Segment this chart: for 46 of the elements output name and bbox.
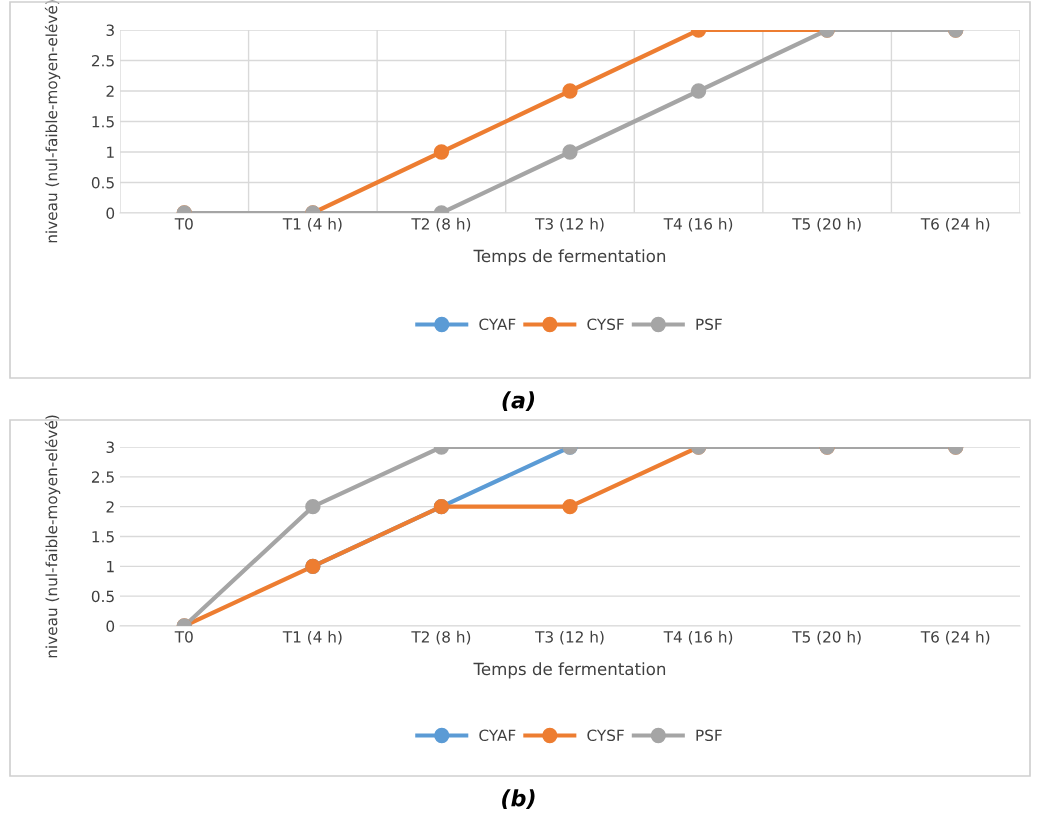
y-tick-label: 1 [107,561,114,573]
point [433,144,450,160]
y-tick-label: 3 [106,24,114,37]
x-axis-title: Temps de fermentation [473,662,666,679]
x-tick-label: T4 (16 h) [663,217,733,232]
y-tick-label: 0.5 [91,176,114,189]
legend-label: CYSF [587,318,624,331]
y-tick-label: 2 [106,85,114,97]
point [562,499,578,515]
legend-label: PSF [696,729,722,742]
x-tick-label: T4 (16 h) [663,630,733,645]
y-tick-label: 0 [106,207,115,220]
x-tick-label: T0 [174,631,193,643]
x-tick-label: T6 (24 h) [920,630,990,645]
x-tick-label: T2 (8 h) [411,217,471,232]
legend-label: CYAF [479,318,516,331]
y-tick-label: 3 [106,441,114,454]
x-tick-label: T1 (4 h) [282,630,342,645]
point [690,83,707,99]
x-tick-label: T3 (12 h) [535,630,604,645]
legend-label: PSF [696,318,722,331]
y-tick-label: 0 [106,620,115,633]
y-tick-label: 2.5 [91,54,114,67]
point [562,83,578,99]
x-tick-label: T2 (8 h) [411,630,471,645]
point [305,499,321,515]
legend-label: CYAF [479,729,516,742]
y-axis-title: niveau (nul-faible-moyen-elévé) [44,415,61,658]
y-tick-label: 1.5 [92,116,114,128]
x-tick-label: T6 (24 h) [920,217,990,232]
x-tick-label: T5 (20 h) [792,217,861,232]
x-axis-title: Temps de fermentation [473,249,666,266]
text: (a) [502,391,535,412]
point [562,144,578,160]
x-tick-label: T5 (20 h) [792,630,861,645]
text: (b) [502,789,535,810]
x-tick-label: T3 (12 h) [535,217,604,232]
y-tick-label: 1.5 [92,531,114,543]
x-tick-label: T0 [174,218,193,230]
y-tick-label: 0.5 [91,590,114,603]
y-tick-label: 2 [106,501,114,513]
legend-label: CYSF [587,729,624,742]
y-tick-label: 1 [107,146,114,158]
y-tick-label: 2.5 [91,471,114,483]
x-tick-label: T1 (4 h) [282,217,342,232]
y-axis-title: niveau (nul-faible-moyen-elévé) [44,0,61,243]
